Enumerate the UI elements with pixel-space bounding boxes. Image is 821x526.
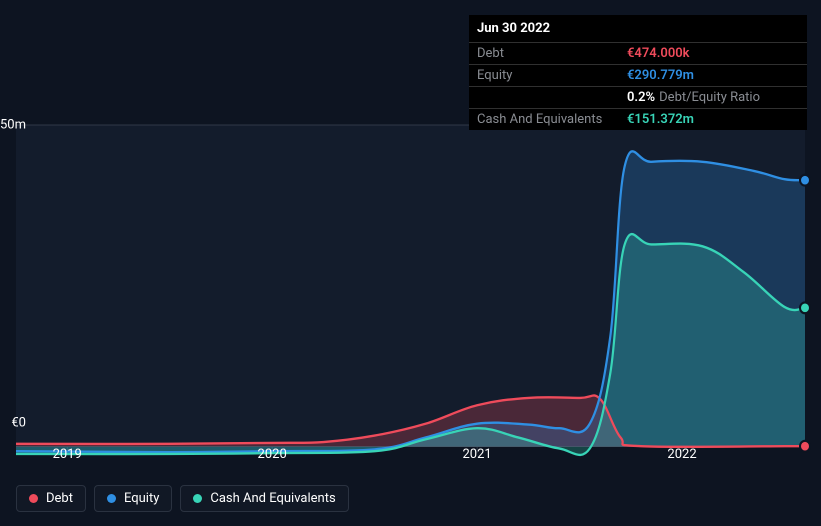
y-axis-label: €0 bbox=[0, 415, 26, 430]
legend-label: Cash And Equivalents bbox=[210, 491, 335, 506]
chart-svg bbox=[16, 125, 805, 465]
chart-legend: Debt Equity Cash And Equivalents bbox=[16, 485, 349, 512]
legend-dot-icon bbox=[193, 494, 202, 503]
tooltip-row: Debt€474.000k bbox=[469, 43, 807, 65]
legend-item[interactable]: Cash And Equivalents bbox=[180, 485, 348, 512]
tooltip-row-label: Equity bbox=[477, 68, 627, 83]
tooltip-date: Jun 30 2022 bbox=[469, 15, 807, 43]
x-axis-labels: 2019 2020 2021 2022 bbox=[16, 447, 805, 467]
x-axis-label: 2022 bbox=[667, 447, 696, 462]
legend-dot-icon bbox=[107, 494, 116, 503]
x-axis-label: 2019 bbox=[53, 447, 82, 462]
chart-tooltip: Jun 30 2022 Debt€474.000kEquity€290.779m… bbox=[469, 15, 807, 130]
legend-label: Equity bbox=[124, 491, 159, 506]
tooltip-row: Equity€290.779m bbox=[469, 65, 807, 87]
tooltip-row-label: Debt bbox=[477, 46, 627, 61]
legend-item[interactable]: Equity bbox=[94, 485, 172, 512]
x-axis-label: 2021 bbox=[462, 447, 491, 462]
tooltip-row-value: €290.779m bbox=[627, 68, 694, 83]
tooltip-row-value: 0.2%Debt/Equity Ratio bbox=[627, 90, 760, 105]
tooltip-row: Cash And Equivalents€151.372m bbox=[469, 109, 807, 130]
chart-area: €0€350m bbox=[16, 125, 805, 465]
tooltip-row-value: €151.372m bbox=[627, 112, 694, 127]
legend-dot-icon bbox=[29, 494, 38, 503]
tooltip-row-value: €474.000k bbox=[627, 46, 690, 61]
tooltip-row-suffix: Debt/Equity Ratio bbox=[659, 90, 760, 105]
x-axis-label: 2020 bbox=[258, 447, 287, 462]
y-axis-label: €350m bbox=[0, 118, 26, 133]
tooltip-row-label: Cash And Equivalents bbox=[477, 112, 627, 127]
legend-item[interactable]: Debt bbox=[16, 485, 86, 512]
legend-label: Debt bbox=[46, 491, 73, 506]
tooltip-row-label bbox=[477, 90, 627, 105]
tooltip-row: 0.2%Debt/Equity Ratio bbox=[469, 87, 807, 109]
